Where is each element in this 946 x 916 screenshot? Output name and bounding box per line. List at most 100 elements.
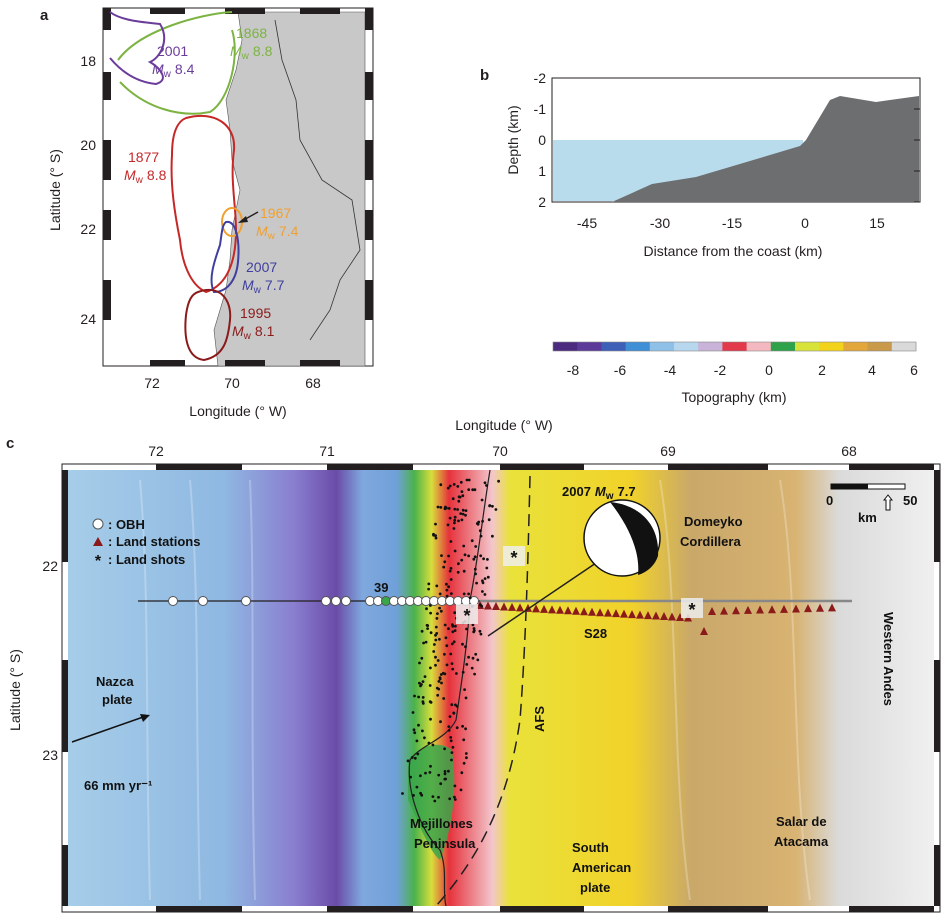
rupture-2001-mw: Mw 8.4 [152,61,195,80]
seismicity-dot [437,795,440,799]
seismicity-dot [482,557,485,561]
colorbar-tick: 4 [868,362,876,378]
legend-station-label: : Land stations [108,534,200,549]
land-station-marker [804,604,812,613]
land-shot-box [503,546,525,566]
seismicity-dot [448,484,452,488]
land-station-marker [816,603,824,612]
seismicity-dot [434,663,437,667]
seismicity-dot [427,582,431,586]
panel-c-topography [68,470,934,906]
label-afs: AFS [532,706,547,732]
seismicity-dot [439,720,442,724]
seismicity-dot [457,499,461,503]
seismicity-dot [446,486,450,490]
seismicity-dot [464,645,467,649]
seismicity-dot [472,627,476,630]
seismicity-dot [450,662,454,665]
seismicity-dot [438,592,442,596]
land-station-marker [596,608,604,617]
panel-c-legend: : OBH : Land stations * : Land shots [92,517,200,570]
seismicity-dot [470,666,474,670]
seismicity-dot [460,490,464,493]
land-station-marker [636,610,644,619]
rupture-1877-mw: Mw 8.8 [124,167,167,186]
colorbar-tick: 2 [818,362,826,378]
seismicity-dot [444,505,447,509]
colorbar-segment [722,342,748,351]
seismicity-dot [445,588,449,592]
seismicity-dot [418,681,421,685]
seismicity-dot [416,752,420,756]
seismicity-dot [465,756,468,760]
panel-c-xtick: 70 [492,443,508,459]
seismicity-dot [449,578,453,581]
rupture-2007-year: 2007 [246,259,277,275]
panel-a-frame-ticks [103,8,373,366]
seismicity-dot [462,592,466,596]
seismicity-dot [429,666,432,670]
seismicity-dot [440,554,443,557]
land-station-marker [644,611,652,620]
panel-a-ytick: 22 [80,221,96,237]
colorbar-segment [553,342,578,351]
panel-c-ylabel: Latitude (° S) [7,649,23,731]
seismicity-dot [472,630,476,634]
seismicity-dot [449,739,453,743]
panel-b-ytick: 2 [538,194,546,210]
seismicity-dot [443,747,446,751]
seismicity-dot [471,656,475,660]
seismicity-dot [449,736,453,739]
seismicity-dot [461,670,465,674]
seismicity-dot [447,585,450,589]
seismicity-dot [413,694,416,698]
seismicity-dot [450,642,454,646]
land-station-marker [676,613,684,621]
seismicity-dot [435,632,439,635]
label-domeyko-1: Domeyko [684,514,743,529]
label-mejillones-2: Peninsula [414,836,476,851]
panel-b-letter: b [480,67,489,84]
panel-c-xtick: 71 [319,443,335,459]
seismicity-dot [451,623,454,626]
seismicity-dot [431,795,435,798]
seismicity-dot [415,785,419,789]
seismicity-dot [453,521,456,525]
seismicity-dot [457,562,460,566]
seismicity-dot [453,795,456,799]
label-mejillones-1: Mejillones [410,816,473,831]
seismicity-dot [448,569,452,573]
seismicity-dot [419,791,422,795]
seismicity-dot [491,504,494,508]
seismicity-dot [447,507,451,510]
seismicity-dot [474,572,477,576]
seismicity-dot [462,544,466,548]
colorbar-tick: -6 [614,362,627,378]
seismicity-dot [461,494,465,498]
seismicity-dot [447,725,451,728]
panel-a-land [213,11,366,367]
seismicity-dot [412,728,416,732]
legend-obh-label: : OBH [108,517,145,532]
seismicity-dot [419,774,422,778]
obh-markers [168,596,479,606]
panel-b-ylabel: Depth (km) [505,105,521,174]
panel-a-ylabel: Latitude (° S) [47,149,63,231]
seismicity-dot [438,676,442,680]
land-station-marker [652,611,660,620]
seismicity-dot [449,652,453,656]
seismicity-dot [423,675,427,678]
seismicity-dot [446,523,450,527]
colorbar-segment [891,342,917,351]
seismicity-dot [474,545,478,548]
rupture-1877-outline [170,114,238,294]
seismicity-dot [451,497,455,501]
colorbar-outline [552,341,917,352]
land-station-marker [548,605,556,614]
seismicity-dot [479,603,482,607]
seismicity-dot [439,609,443,613]
seismicity-dot [479,534,483,538]
land-shot-box [681,598,703,618]
seismicity-dot [428,684,432,687]
seismicity-dot [438,637,441,641]
